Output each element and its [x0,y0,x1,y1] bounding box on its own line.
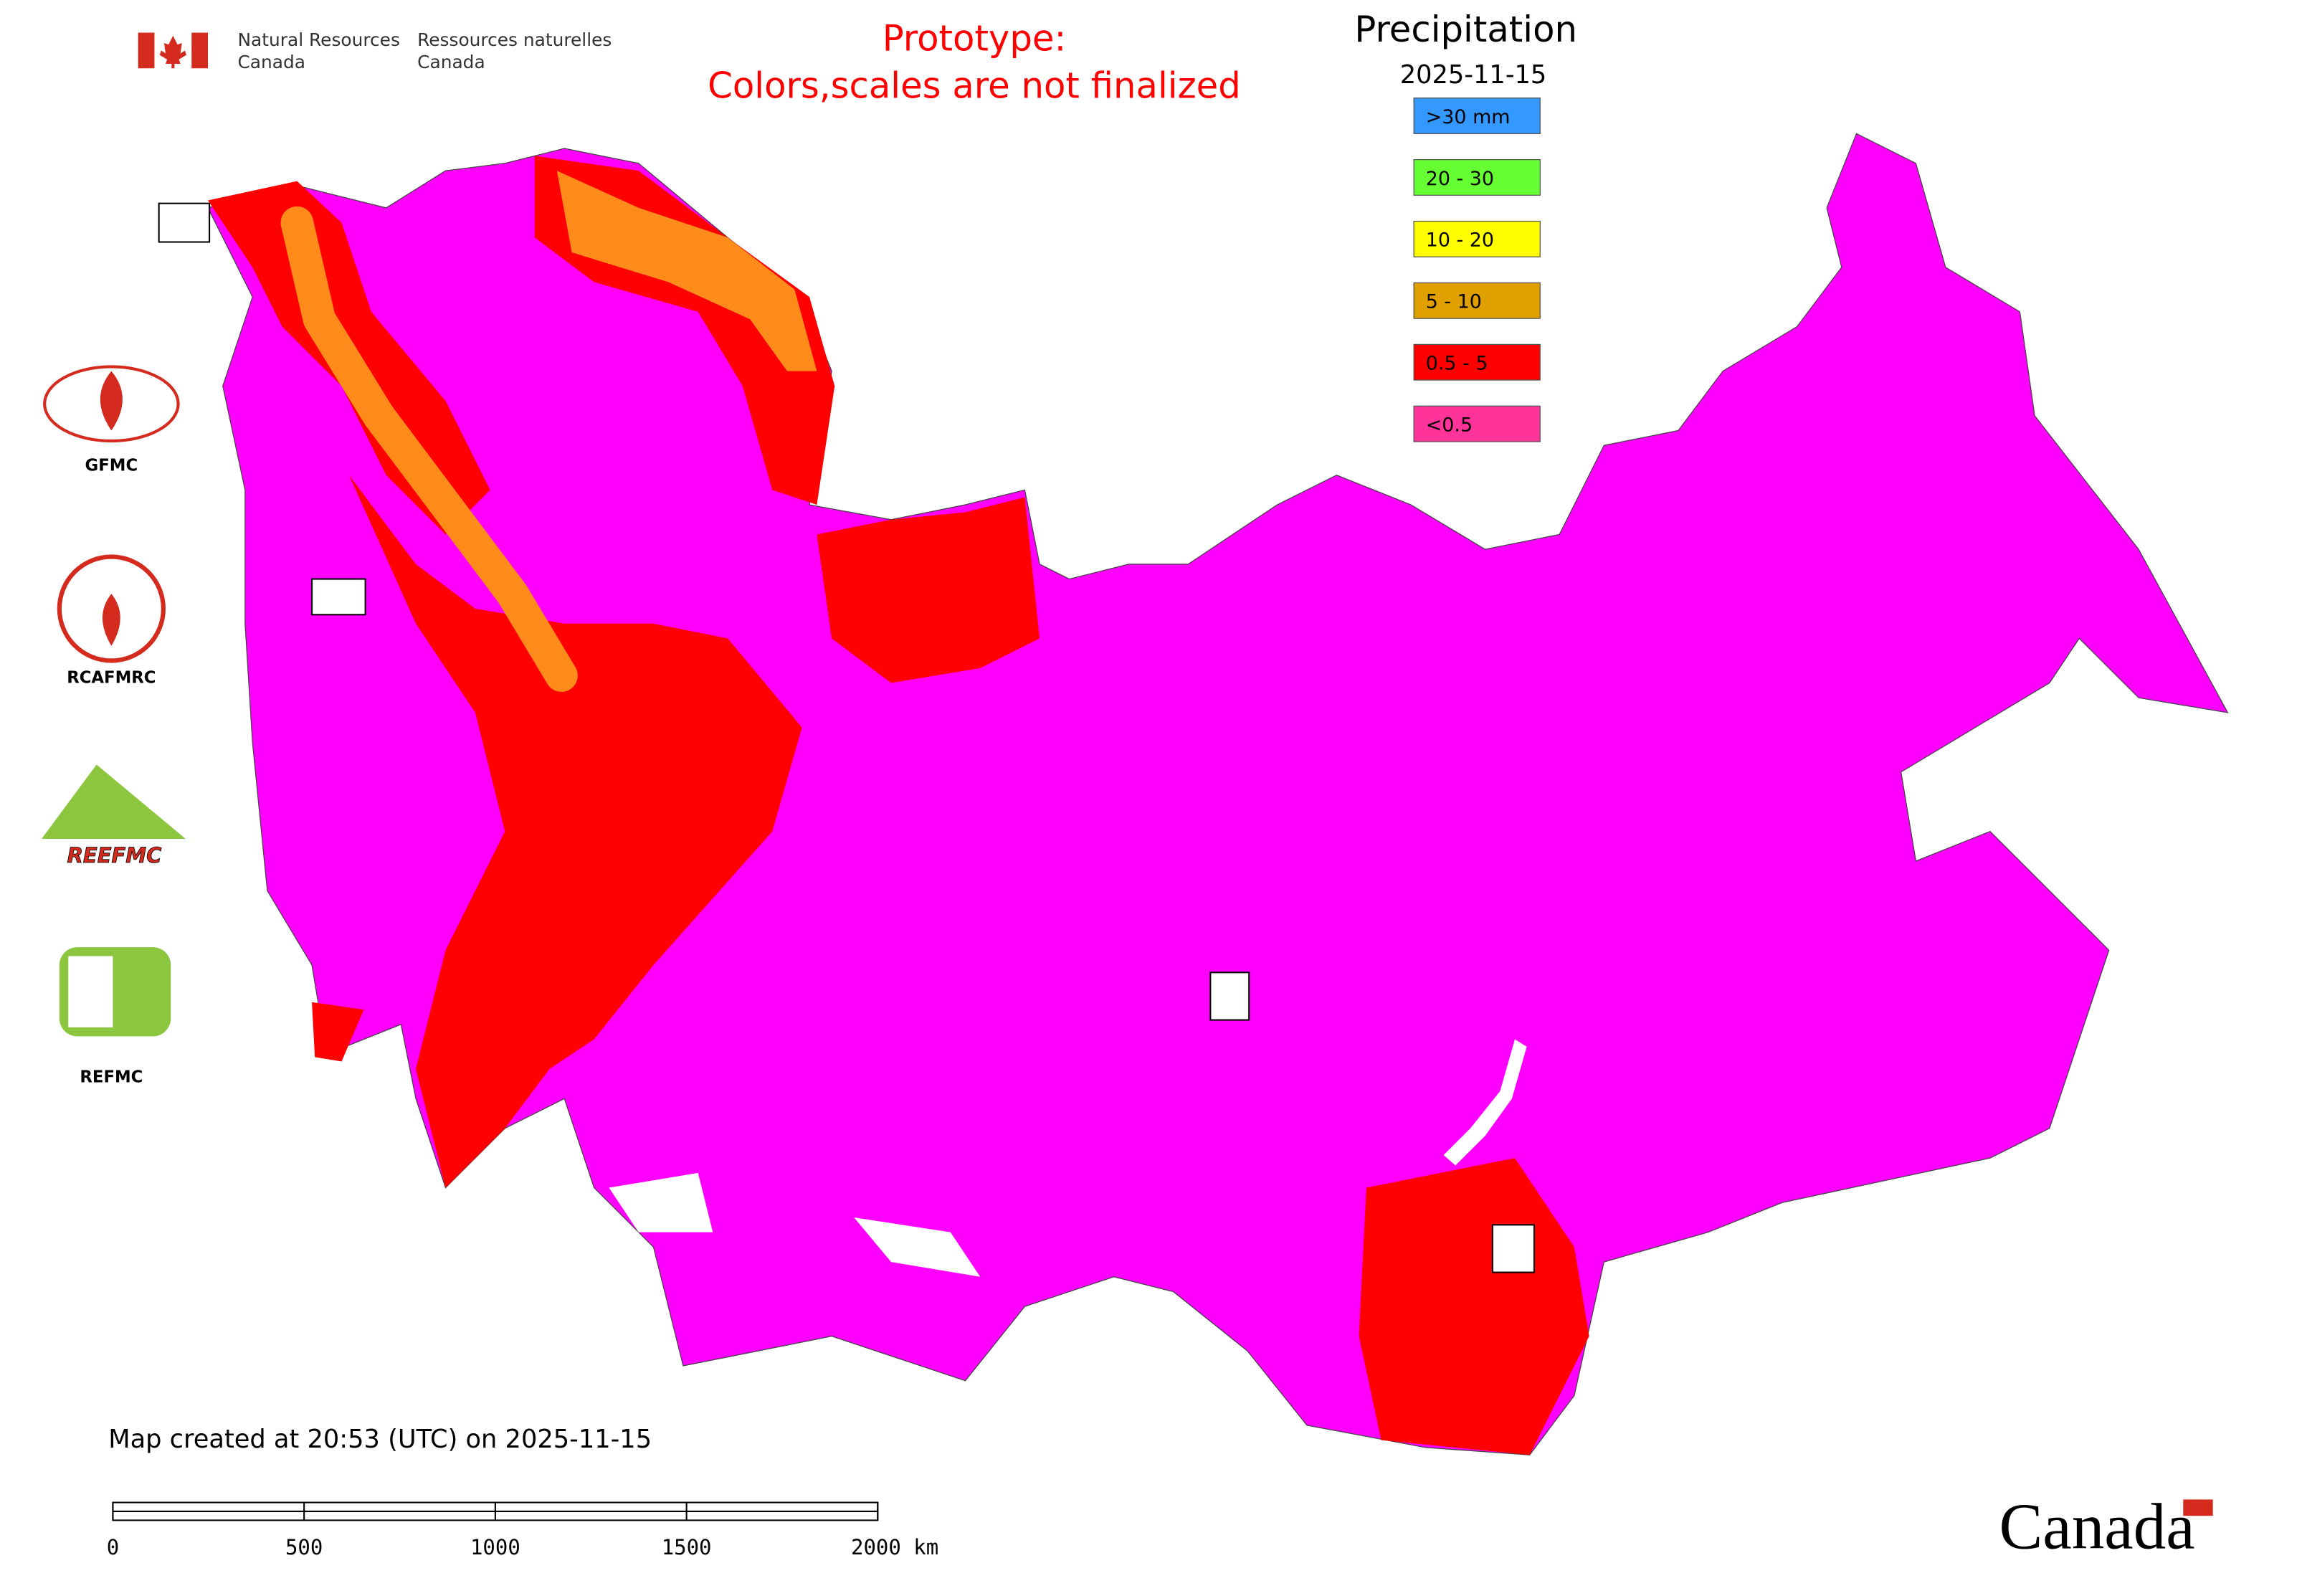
legend-swatch [1413,158,1541,196]
legend-swatch [1413,405,1541,442]
nrcan-signature: Natural Resources Canada Ressources natu… [138,29,612,72]
region-mid [817,497,1040,683]
scale-label: 500 [285,1535,323,1559]
footer: Map created at 20:53 (UTC) on 2025-11-15 [108,1425,652,1454]
legend-swatch [1413,98,1541,134]
legend-label: 20 - 30 [1426,168,1494,190]
logo-label: RCAFMRC [67,669,156,688]
logo-flame [102,594,120,646]
header-fr: Ressources naturelles [417,29,612,50]
logo-rcafmrc [57,554,166,663]
region-mid [348,475,802,1188]
legend-label: 0.5 - 5 [1426,353,1488,375]
header-en: Canada [237,52,305,72]
region-mid [312,1002,364,1062]
header-fr: Canada [417,52,485,72]
flag-bar [138,32,155,69]
station-icon [311,578,366,616]
logo-label: REFMC [80,1068,143,1087]
header-en: Natural Resources [237,29,399,50]
scale-label: 0 [107,1535,119,1559]
flag-bar [191,32,209,69]
legend-label: >30 mm [1426,106,1511,128]
legend-label: 5 - 10 [1426,291,1482,313]
scale-bar: 0 500 1000 1500 2000 km [107,1501,938,1559]
scale-label: 1500 [662,1535,712,1559]
map-layer [207,133,2229,1455]
legend-title: Precipitation [1354,9,1577,50]
lake [1443,1039,1527,1166]
station-icon [158,202,211,243]
logo-reefmc [42,764,186,839]
logo-label: GFMC [85,456,138,475]
station-icon [1491,1224,1536,1273]
wordmark-flag [2183,1499,2213,1516]
scale-label: 1000 [470,1535,520,1559]
scale-label: 2000 km [851,1535,938,1559]
logo-gfmc [43,365,180,443]
legend-label: <0.5 [1426,414,1473,437]
station-icon [1209,972,1250,1021]
canada-wordmark: Canada [1999,1491,2194,1563]
maple-leaf [159,35,186,69]
logo-flame [100,371,123,431]
logo-label: REEFMC [67,843,162,868]
legend-swatch [1413,282,1541,319]
region-high [280,206,578,692]
station-icons [158,202,1536,1273]
logo-refmc-part [68,956,113,1027]
region-high [556,171,817,371]
partner-logos: GFMC RCAFMRC REEFMC REFMC [42,365,186,1087]
notice: Colors,scales are not finalized [708,65,1241,107]
legend-date: 2025-11-15 [1400,60,1547,90]
legend: Precipitation 2025-11-15 >30 mm 20 - 30 10… [1354,9,1577,442]
notice: Prototype: [883,17,1067,59]
legend-swatch [1413,220,1541,257]
legend-swatch [1413,343,1541,381]
water [609,1172,981,1277]
legend-label: 10 - 20 [1426,229,1494,252]
